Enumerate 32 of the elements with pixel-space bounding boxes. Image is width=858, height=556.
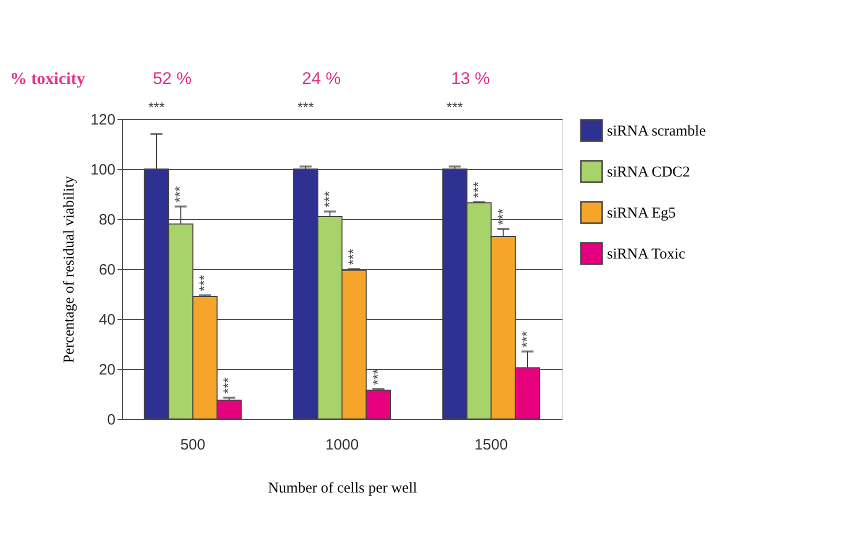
y-tick-label: 60 [98,262,116,278]
legend-label: siRNA CDC2 [607,164,690,180]
text: *** [297,99,314,115]
y-tick-label: 80 [98,212,116,228]
legend-label: siRNA Toxic [607,246,686,262]
text: 52 % [152,69,192,88]
data-label: *** [369,368,386,385]
data-label: *** [196,274,212,292]
data-label: *** [320,190,337,208]
x-tick-label: 1500 [474,436,508,454]
data-label: *** [494,208,510,225]
legend-label: siRNA Eg5 [607,206,676,222]
y-tick-label: 120 [90,112,116,128]
text: % toxicity [10,69,86,88]
y-tick-label: 100 [90,162,116,178]
text: *** [148,99,166,115]
text: *** [446,99,464,115]
x-axis-title: Number of cells per well [268,480,418,496]
text: 24 % [302,69,341,88]
data-label: *** [172,186,188,202]
y-tick-label: 0 [107,412,116,428]
x-tick-label: 500 [180,436,206,454]
y-tick-label: 40 [98,312,116,328]
y-axis-title: Percentage of residual viability [61,176,78,364]
data-label: *** [518,330,535,348]
data-label: *** [470,181,486,198]
legend-label: siRNA scramble [607,124,706,140]
y-tick-label: 20 [98,362,116,378]
x-tick-label: 1000 [325,436,359,454]
data-label: *** [345,248,362,265]
data-label: *** [220,376,236,394]
text: 13 % [451,69,490,88]
